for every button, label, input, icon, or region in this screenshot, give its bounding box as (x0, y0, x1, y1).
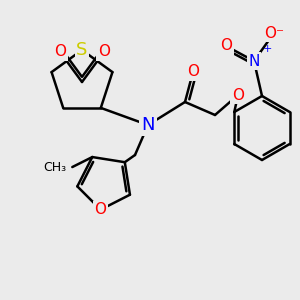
Text: O: O (94, 202, 106, 217)
Text: O⁻: O⁻ (264, 26, 284, 40)
Text: N: N (141, 116, 155, 134)
Text: O: O (232, 88, 244, 103)
Text: O: O (220, 38, 232, 53)
Text: O: O (98, 44, 110, 59)
Text: S: S (76, 41, 88, 59)
Text: O: O (54, 44, 66, 59)
Text: +: + (263, 44, 272, 54)
Text: CH₃: CH₃ (43, 160, 66, 174)
Text: O: O (187, 64, 199, 80)
Text: N: N (248, 53, 260, 68)
